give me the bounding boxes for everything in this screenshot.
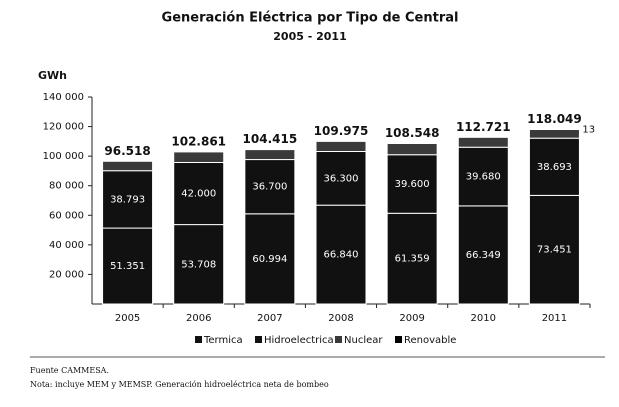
value-label: 42.000 [181,189,216,200]
total-label: 104.415 [243,132,298,146]
y-axis-label: GWh [38,69,67,82]
note: Nota: incluye MEM y MEMSP. Generación hi… [30,380,329,389]
legend-swatch [395,336,402,343]
y-tick-label: 20 000 [49,269,84,280]
legend-label: Nuclear [344,335,383,346]
x-tick-label: 2008 [328,313,353,324]
bar-segment [315,140,367,153]
bar-segment [386,143,438,156]
x-tick-label: 2007 [257,313,282,324]
chart-subtitle: 2005 - 2011 [273,30,346,43]
bar-segment [528,128,580,139]
chart-title: Generación Eléctrica por Tipo de Central [162,11,459,26]
bar-segment [244,159,296,215]
legend-label: Hidroelectrica [264,335,334,346]
legend-label: Termica [203,335,243,346]
value-label: 53.708 [181,259,216,270]
value-label: 36.300 [324,173,359,184]
bar-segment [528,137,580,196]
total-label: 109.975 [314,124,369,138]
total-label: 118.049 [527,112,582,126]
y-tick-label: 60 000 [49,210,84,221]
y-tick-label: 120 000 [43,122,84,133]
bar-segment [244,149,296,161]
legend-label: Renovable [404,335,456,346]
x-tick-label: 2006 [186,313,211,324]
bar-segment [386,212,438,305]
total-label: 102.861 [171,134,226,148]
y-tick-label: 40 000 [49,240,84,251]
value-label: 39.600 [395,179,430,190]
y-tick-label: 100 000 [43,151,84,162]
y-tick-label: 140 000 [43,92,84,103]
x-tick-label: 2009 [399,313,424,324]
value-label: 36.700 [252,182,287,193]
bar-segment [244,213,296,305]
value-label: 51.351 [110,261,145,272]
legend-swatch [195,336,202,343]
value-label: 73.451 [537,245,572,256]
total-label: 96.518 [104,144,150,158]
total-label: 112.721 [456,120,511,134]
value-label: 66.349 [466,250,501,261]
bar-segment [315,151,367,206]
x-tick-label: 2010 [471,313,496,324]
value-label: 66.840 [324,250,359,261]
bar-segment [102,170,154,229]
value-label: 38.693 [537,162,572,173]
value-label: 61.359 [395,254,430,265]
bar-segment [102,227,154,305]
bar-segment [173,151,225,163]
bar-segment [315,204,367,305]
value-label: 60.994 [252,254,287,265]
value-label: 38.793 [110,194,145,205]
bar-segment [457,146,509,207]
note: Fuente CAMMESA. [30,366,109,375]
legend-swatch [335,336,342,343]
x-tick-label: 2005 [115,313,140,324]
legend-swatch [255,336,262,343]
value-label: 39.680 [466,172,501,183]
value-label: 13 [582,124,595,135]
bar-segment [457,205,509,305]
y-tick-label: 80 000 [49,181,84,192]
bar-segment [386,154,438,214]
x-tick-label: 2011 [542,313,567,324]
bar-segment [457,136,509,148]
bar-segment [102,160,154,172]
total-label: 108.548 [385,126,440,140]
bar-segment [528,194,580,305]
